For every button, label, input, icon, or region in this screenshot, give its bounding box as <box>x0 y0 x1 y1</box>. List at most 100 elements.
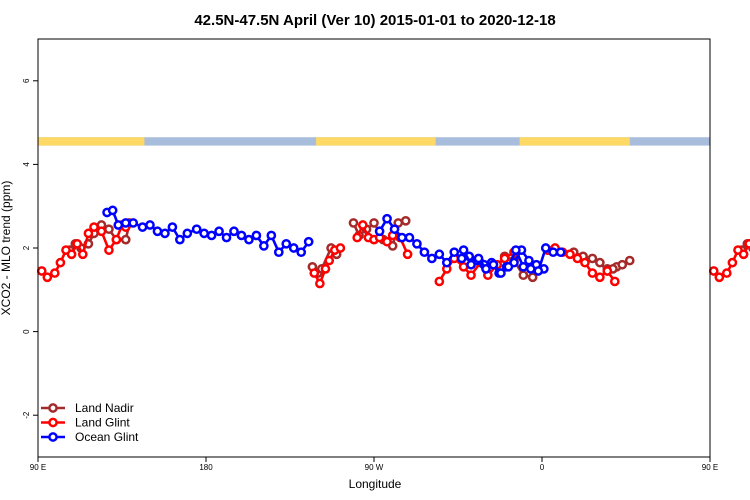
data-point <box>120 234 131 245</box>
data-point <box>120 218 131 228</box>
data-point <box>296 247 307 258</box>
landmask-band <box>38 137 710 146</box>
data-point <box>721 268 732 278</box>
y-tick-label: 4 <box>22 162 31 167</box>
legend-marker-land-glint <box>48 417 58 428</box>
data-point <box>533 266 544 276</box>
data-point <box>83 228 94 239</box>
data-point <box>42 272 53 283</box>
data-point <box>229 226 239 237</box>
data-point <box>324 255 335 266</box>
data-point <box>89 222 99 232</box>
data-point <box>441 257 452 268</box>
data-point <box>72 238 83 249</box>
y-axis-label: XCO2 - MLO trend (ppm) <box>0 181 13 316</box>
data-point <box>527 272 538 283</box>
data-point <box>128 218 139 228</box>
data-point <box>466 270 476 281</box>
data-point <box>525 264 536 274</box>
data-point <box>402 249 413 260</box>
data-point <box>595 257 605 268</box>
data-point <box>182 228 193 239</box>
data-point <box>524 255 534 266</box>
data-point <box>55 257 66 268</box>
data-point <box>389 224 400 235</box>
data-point <box>175 234 185 245</box>
data-point <box>152 226 163 237</box>
data-point <box>427 253 437 264</box>
land-band-1 <box>316 137 436 146</box>
legend-label-land-nadir: Land Nadir <box>75 401 134 415</box>
data-point <box>348 218 359 228</box>
data-point <box>167 222 178 232</box>
data-point <box>518 261 529 272</box>
y-tick-label: 6 <box>22 78 31 83</box>
data-point <box>303 236 314 247</box>
data-point <box>104 245 114 255</box>
data-point <box>572 253 583 264</box>
data-point <box>565 249 575 260</box>
data-point <box>617 259 628 270</box>
data-point <box>434 276 445 287</box>
data-point <box>744 238 750 249</box>
data-point <box>244 234 254 245</box>
legend-marker-land-nadir <box>48 403 58 413</box>
legend-marker-ocean-glint <box>48 432 58 442</box>
data-point <box>548 247 559 258</box>
data-point <box>369 218 379 228</box>
data-point <box>555 247 566 258</box>
data-point <box>595 272 605 283</box>
data-point <box>77 249 88 260</box>
y-tick-label: 0 <box>22 329 31 334</box>
data-point <box>503 261 514 272</box>
data-point <box>266 230 277 241</box>
data-point <box>49 268 60 278</box>
legend-label-ocean-glint: Ocean Glint <box>75 430 139 444</box>
data-point <box>434 249 445 260</box>
data-point <box>335 243 346 253</box>
land-band-2 <box>519 137 630 146</box>
data-point <box>221 232 232 243</box>
data-point <box>458 261 469 272</box>
data-point <box>419 247 430 258</box>
data-point <box>251 230 262 241</box>
data-point <box>624 255 635 266</box>
data-point <box>518 270 529 281</box>
plot-area <box>36 205 750 289</box>
data-point <box>473 253 484 264</box>
data-point <box>587 253 598 264</box>
x-tick-label: 90 E <box>702 463 718 472</box>
data-point <box>738 249 749 260</box>
data-point <box>191 224 202 235</box>
data-point <box>456 253 467 264</box>
data-point <box>320 264 331 274</box>
data-point <box>727 257 738 268</box>
data-point <box>400 215 411 226</box>
data-point <box>113 220 124 230</box>
data-point <box>602 266 613 276</box>
data-point <box>66 249 77 260</box>
data-point <box>609 276 620 287</box>
data-point <box>315 278 325 289</box>
data-point <box>449 247 460 258</box>
data-point <box>587 268 598 278</box>
x-tick-label: 90 E <box>30 463 46 472</box>
y-tick-label: 2 <box>22 245 31 250</box>
data-point <box>281 238 292 249</box>
chart-title: 42.5N-47.5N April (Ver 10) 2015-01-01 to… <box>194 12 555 29</box>
data-point <box>404 232 415 243</box>
data-point <box>458 245 469 255</box>
land-band-0 <box>38 137 145 146</box>
data-point <box>466 259 476 270</box>
data-point <box>288 243 299 253</box>
data-point <box>580 257 590 268</box>
data-point <box>214 226 224 237</box>
x-tick-label: 90 W <box>365 463 384 472</box>
data-point <box>104 224 114 235</box>
data-point <box>382 236 392 247</box>
data-point <box>309 268 320 278</box>
data-point <box>708 266 719 276</box>
data-point <box>352 232 363 243</box>
